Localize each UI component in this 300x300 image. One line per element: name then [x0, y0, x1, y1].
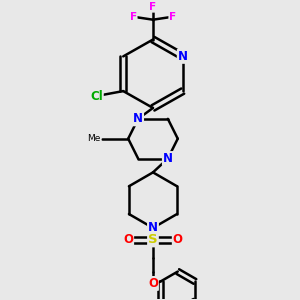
Text: N: N — [148, 221, 158, 234]
Text: N: N — [163, 152, 173, 165]
Text: Me: Me — [88, 134, 101, 143]
Text: O: O — [173, 233, 183, 246]
Text: O: O — [148, 277, 158, 290]
Text: F: F — [169, 12, 176, 22]
Text: F: F — [130, 12, 137, 22]
Text: F: F — [149, 2, 157, 12]
Text: N: N — [178, 50, 188, 63]
Text: N: N — [133, 112, 143, 125]
Text: Cl: Cl — [90, 89, 103, 103]
Text: S: S — [148, 233, 158, 246]
Text: O: O — [123, 233, 133, 246]
